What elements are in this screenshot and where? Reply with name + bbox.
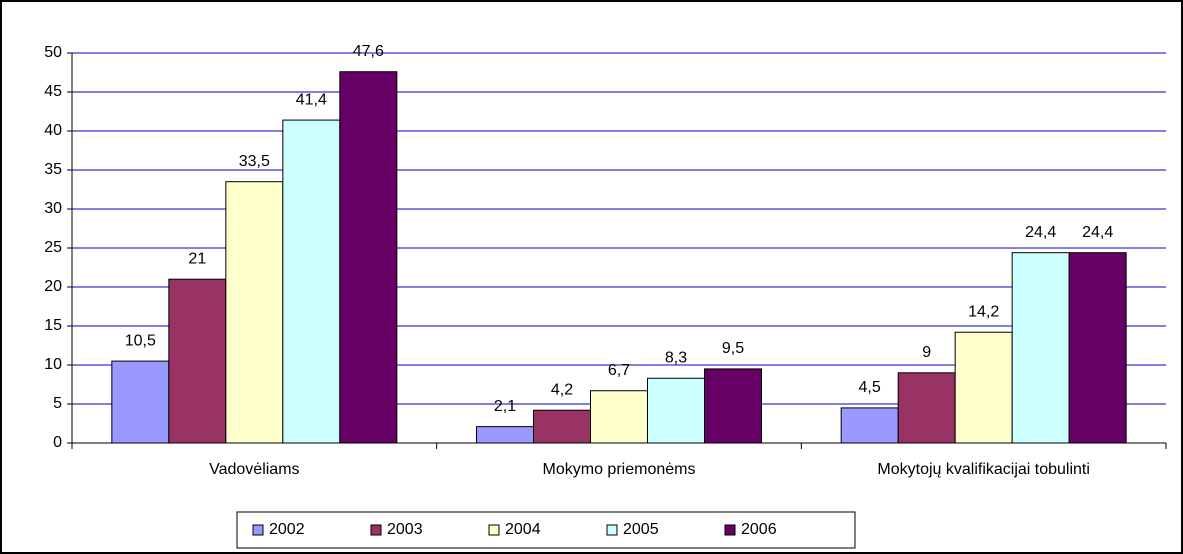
bar: [111, 360, 170, 444]
data-label: 47,6: [353, 43, 384, 60]
legend-swatch: [488, 524, 500, 536]
y-tick-label: 40: [44, 122, 62, 139]
bar: [168, 278, 227, 444]
data-label: 21: [188, 250, 206, 267]
data-label: 9: [922, 344, 931, 361]
bar: [282, 119, 341, 444]
legend-label: 2002: [269, 521, 305, 538]
x-tick-label: Mokymo priemonėms: [543, 461, 696, 478]
y-tick-label: 15: [44, 317, 62, 334]
bar: [533, 409, 591, 444]
data-label: 8,3: [665, 349, 687, 366]
bar: [647, 377, 705, 444]
legend-label: 2003: [387, 521, 423, 538]
data-label: 24,4: [1082, 224, 1113, 241]
y-tick-label: 20: [44, 278, 62, 295]
legend-swatch: [724, 524, 736, 536]
legend-swatch: [370, 524, 382, 536]
bar: [339, 71, 398, 444]
bar: [225, 181, 284, 444]
x-tick-label: Vadovėliams: [209, 461, 299, 478]
data-label: 2,1: [494, 398, 516, 415]
y-tick-label: 5: [53, 395, 62, 412]
y-tick-label: 45: [44, 83, 62, 100]
bar: [704, 368, 762, 444]
data-label: 10,5: [125, 332, 156, 349]
y-tick-label: 10: [44, 356, 62, 373]
legend-label: 2004: [505, 521, 541, 538]
data-label: 9,5: [722, 340, 744, 357]
legend-swatch: [606, 524, 618, 536]
data-label: 6,7: [608, 362, 630, 379]
y-tick-label: 50: [44, 44, 62, 61]
bar: [954, 331, 1013, 444]
bar: [1068, 252, 1127, 444]
y-tick-label: 0: [53, 434, 62, 451]
data-label: 33,5: [239, 153, 270, 170]
x-tick-label: Mokytojų kvalifikacijai tobulinti: [877, 461, 1090, 478]
legend-swatch: [252, 524, 264, 536]
data-label: 4,2: [551, 381, 573, 398]
data-label: 14,2: [968, 303, 999, 320]
y-tick-label: 30: [44, 200, 62, 217]
data-label: 24,4: [1025, 224, 1056, 241]
data-label: 4,5: [859, 379, 881, 396]
data-label: 41,4: [296, 91, 327, 108]
legend-box: [236, 511, 856, 549]
legend-label: 2005: [623, 521, 659, 538]
bar: [840, 407, 899, 444]
bar: [897, 372, 956, 444]
y-tick-label: 25: [44, 239, 62, 256]
y-tick-label: 35: [44, 161, 62, 178]
legend-label: 2006: [741, 521, 777, 538]
bar: [476, 426, 534, 444]
bar: [1011, 252, 1070, 444]
bar: [590, 390, 648, 444]
